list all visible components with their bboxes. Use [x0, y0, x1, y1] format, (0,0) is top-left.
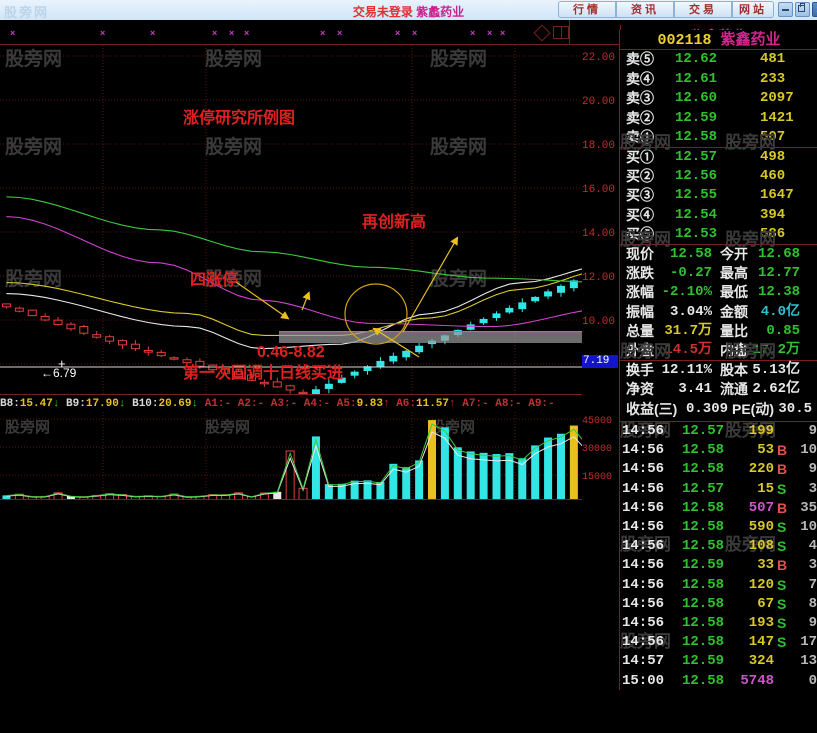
svg-text:45000: 45000: [582, 416, 612, 427]
svg-text:0.46-8.82: 0.46-8.82: [257, 344, 325, 361]
svg-text:16.00: 16.00: [582, 184, 615, 196]
svg-text:股旁网: 股旁网: [430, 135, 487, 158]
svg-text:再创新高: 再创新高: [362, 212, 426, 231]
svg-text:股旁网: 股旁网: [205, 47, 262, 70]
svg-text:+: +: [58, 356, 66, 371]
svg-text:股旁网: 股旁网: [430, 47, 487, 70]
svg-text:股旁网: 股旁网: [5, 135, 62, 158]
svg-text:涨停研究所例图: 涨停研究所例图: [183, 108, 295, 127]
svg-text:14.00: 14.00: [582, 228, 615, 240]
svg-text:10.00: 10.00: [582, 316, 615, 328]
svg-text:15000: 15000: [582, 472, 612, 483]
svg-text:股旁网: 股旁网: [205, 418, 250, 436]
svg-text:18.00: 18.00: [582, 140, 615, 152]
svg-text:股旁网: 股旁网: [205, 135, 262, 158]
svg-text:股旁网: 股旁网: [5, 47, 62, 70]
svg-text:22.00: 22.00: [582, 52, 615, 64]
svg-text:股旁网: 股旁网: [5, 267, 62, 290]
svg-text:四涨停: 四涨停: [190, 270, 238, 289]
svg-text:12.00: 12.00: [582, 272, 615, 284]
svg-text:第一次回调十日线买进: 第一次回调十日线买进: [183, 363, 343, 382]
svg-text:股旁网: 股旁网: [5, 418, 50, 436]
svg-text:20.00: 20.00: [582, 96, 615, 108]
svg-text:30000: 30000: [582, 444, 612, 455]
